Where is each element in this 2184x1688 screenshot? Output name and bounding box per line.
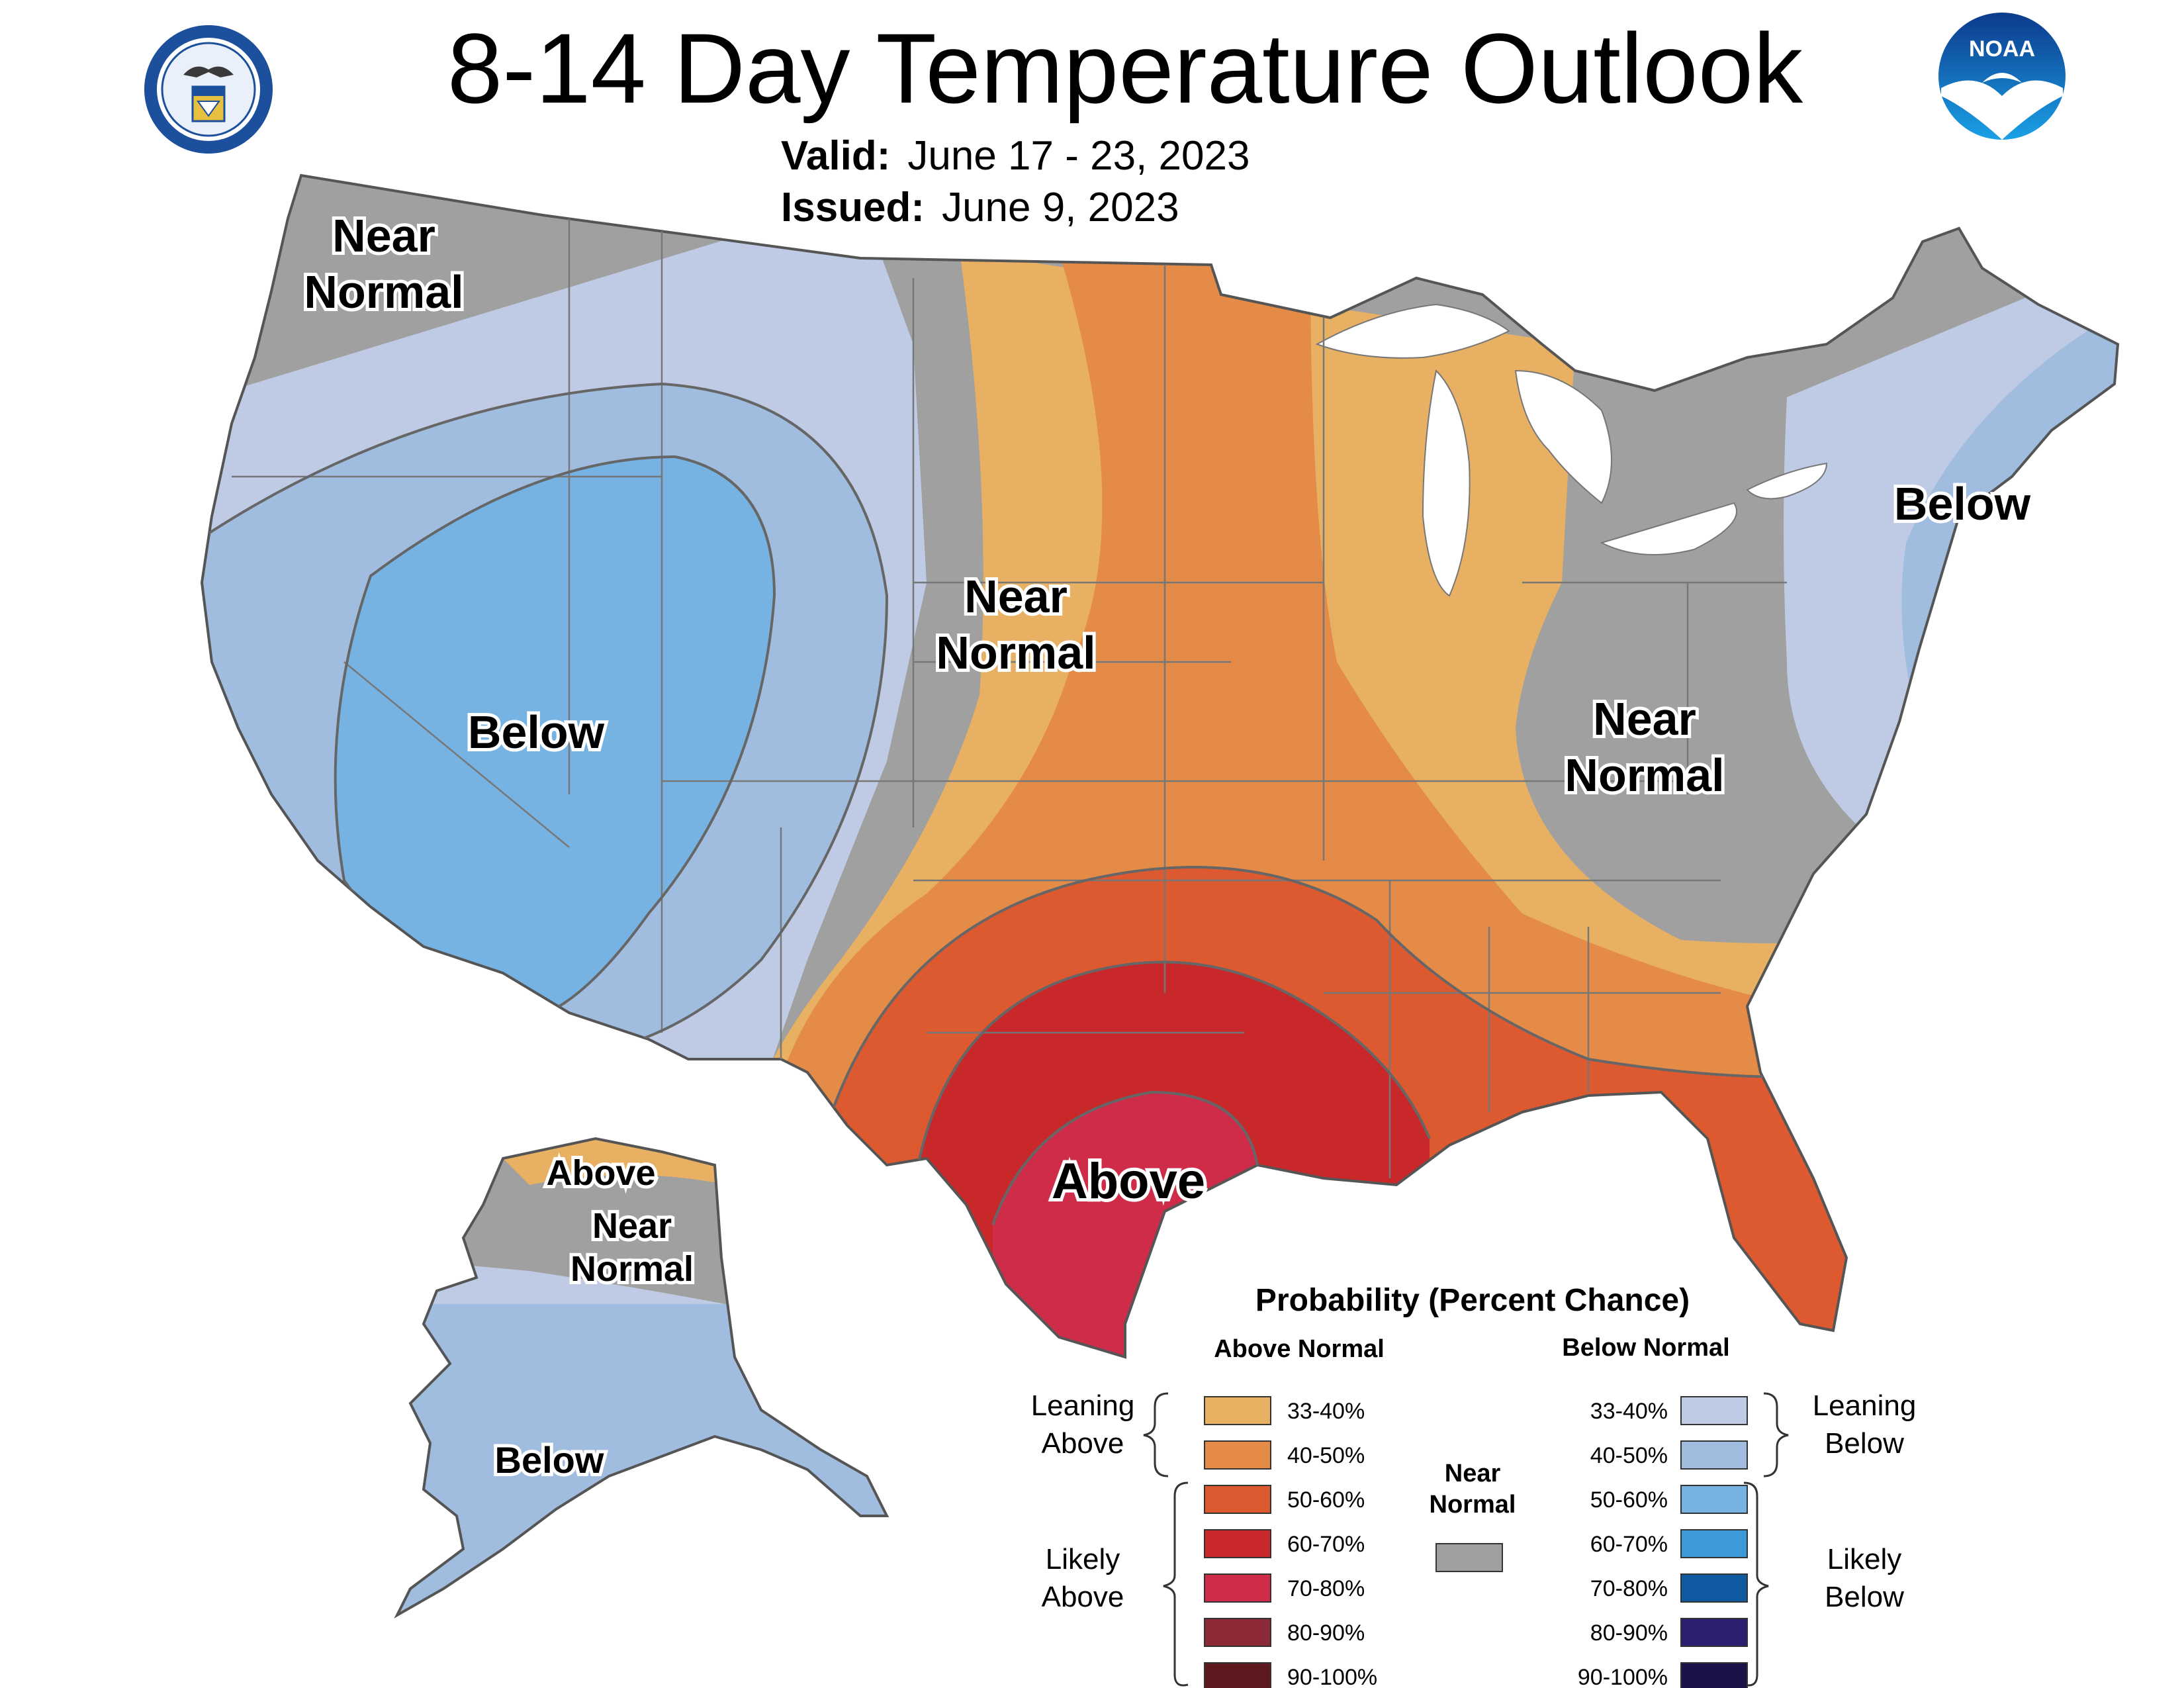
legend-above-label: 60-70%: [1287, 1532, 1365, 1557]
legend-above-swatch: [1204, 1573, 1271, 1603]
legend-title: Probability (Percent Chance): [1255, 1283, 1690, 1318]
legend-above-swatch: [1204, 1529, 1271, 1558]
legend-below-label: 50-60%: [1590, 1487, 1668, 1513]
legend-below-swatch: [1680, 1396, 1748, 1425]
valid-label: Valid:: [781, 133, 891, 179]
legend-above-label: 33-40%: [1287, 1399, 1365, 1424]
noaa-logo-icon: NOAA: [1938, 13, 2066, 140]
conus-outline: [200, 173, 2120, 1359]
legend-leaning-below-1: Leaning: [1813, 1389, 1917, 1422]
legend-below-label: 90-100%: [1578, 1665, 1668, 1688]
legend-below-swatch: [1680, 1573, 1748, 1603]
legend-below-swatch: [1680, 1529, 1748, 1558]
legend-braces: [1143, 1392, 1789, 1687]
legend-above-rows: 33-40% 40-50% 50-60% 60-70% 70-80% 80-90% 90-1…: [1204, 1396, 1377, 1688]
legend-below-swatch: [1680, 1440, 1748, 1470]
legend-below-label: 33-40%: [1590, 1399, 1668, 1424]
plains-near-normal-label-1: Near: [964, 571, 1068, 622]
legend-near-normal-swatch: [1435, 1543, 1503, 1572]
legend-above-label: 50-60%: [1287, 1487, 1365, 1513]
legend: Probability (Percent Chance) Above Norma…: [1031, 1283, 1917, 1688]
legend-leaning-above-2: Above: [1042, 1427, 1124, 1460]
legend-below-swatch: [1680, 1618, 1748, 1647]
pacific-nw-near-normal-label-2: Normal: [304, 266, 463, 318]
legend-above-swatch: [1204, 1396, 1271, 1425]
issued-label: Issued:: [781, 185, 925, 230]
legend-likely-above-1: Likely: [1046, 1543, 1120, 1575]
legend-below-label: 60-70%: [1590, 1532, 1668, 1557]
legend-below-swatch: [1680, 1662, 1748, 1688]
south-above-label: Above: [1052, 1153, 1205, 1209]
east-near-normal-label-1: Near: [1593, 693, 1696, 745]
commerce-seal-icon: [144, 25, 273, 154]
alaska-near-normal-label-1: Near: [592, 1206, 672, 1246]
legend-above-swatch: [1204, 1485, 1271, 1514]
legend-above-label: 40-50%: [1287, 1443, 1365, 1468]
probability-contours: [202, 382, 1854, 1357]
alaska-outline: [394, 1137, 889, 1619]
legend-above-swatch: [1204, 1662, 1271, 1688]
alaska-near-normal-label-2: Normal: [570, 1249, 694, 1289]
legend-below-label: 80-90%: [1590, 1620, 1668, 1646]
northeast-below-label: Below: [1894, 478, 2031, 530]
valid-dates: Valid: June 17 - 23, 2023: [781, 132, 1250, 180]
legend-likely-below-1: Likely: [1827, 1543, 1902, 1575]
issued-date: Issued: June 9, 2023: [781, 184, 1179, 232]
east-near-normal-label-2: Normal: [1565, 749, 1724, 801]
west-below-label: Below: [468, 706, 605, 758]
plains-near-normal-label-2: Normal: [936, 627, 1095, 679]
legend-above-swatch: [1204, 1618, 1271, 1647]
legend-likely-above-2: Above: [1042, 1581, 1124, 1613]
legend-near-header-2: Normal: [1430, 1491, 1516, 1519]
legend-near-header-1: Near: [1445, 1460, 1501, 1487]
legend-leaning-above-1: Leaning: [1031, 1389, 1135, 1422]
legend-leaning-below-2: Below: [1825, 1427, 1904, 1460]
legend-below-rows: 33-40% 40-50% 50-60% 60-70% 70-80% 80-90% 90-1…: [1578, 1396, 1748, 1688]
legend-below-label: 70-80%: [1590, 1576, 1668, 1601]
legend-above-header: Above Normal: [1214, 1335, 1385, 1363]
legend-below-label: 40-50%: [1590, 1443, 1668, 1468]
legend-above-swatch: [1204, 1440, 1271, 1470]
legend-above-label: 80-90%: [1287, 1620, 1365, 1646]
legend-below-header: Below Normal: [1562, 1334, 1729, 1362]
legend-below-swatch: [1680, 1485, 1748, 1514]
noaa-logo-text: NOAA: [1969, 36, 2035, 62]
great-lakes: [1315, 303, 1828, 597]
pacific-nw-near-normal-label-1: Near: [332, 210, 435, 261]
legend-above-label: 90-100%: [1287, 1665, 1377, 1688]
valid-value: June 17 - 23, 2023: [907, 133, 1250, 179]
alaska-above-label: Above: [546, 1153, 655, 1193]
page-title: 8-14 Day Temperature Outlook: [447, 13, 1803, 124]
issued-value: June 9, 2023: [942, 185, 1179, 230]
legend-likely-below-2: Below: [1825, 1581, 1904, 1613]
alaska-below-label: Below: [495, 1439, 604, 1481]
legend-above-label: 70-80%: [1287, 1576, 1365, 1601]
